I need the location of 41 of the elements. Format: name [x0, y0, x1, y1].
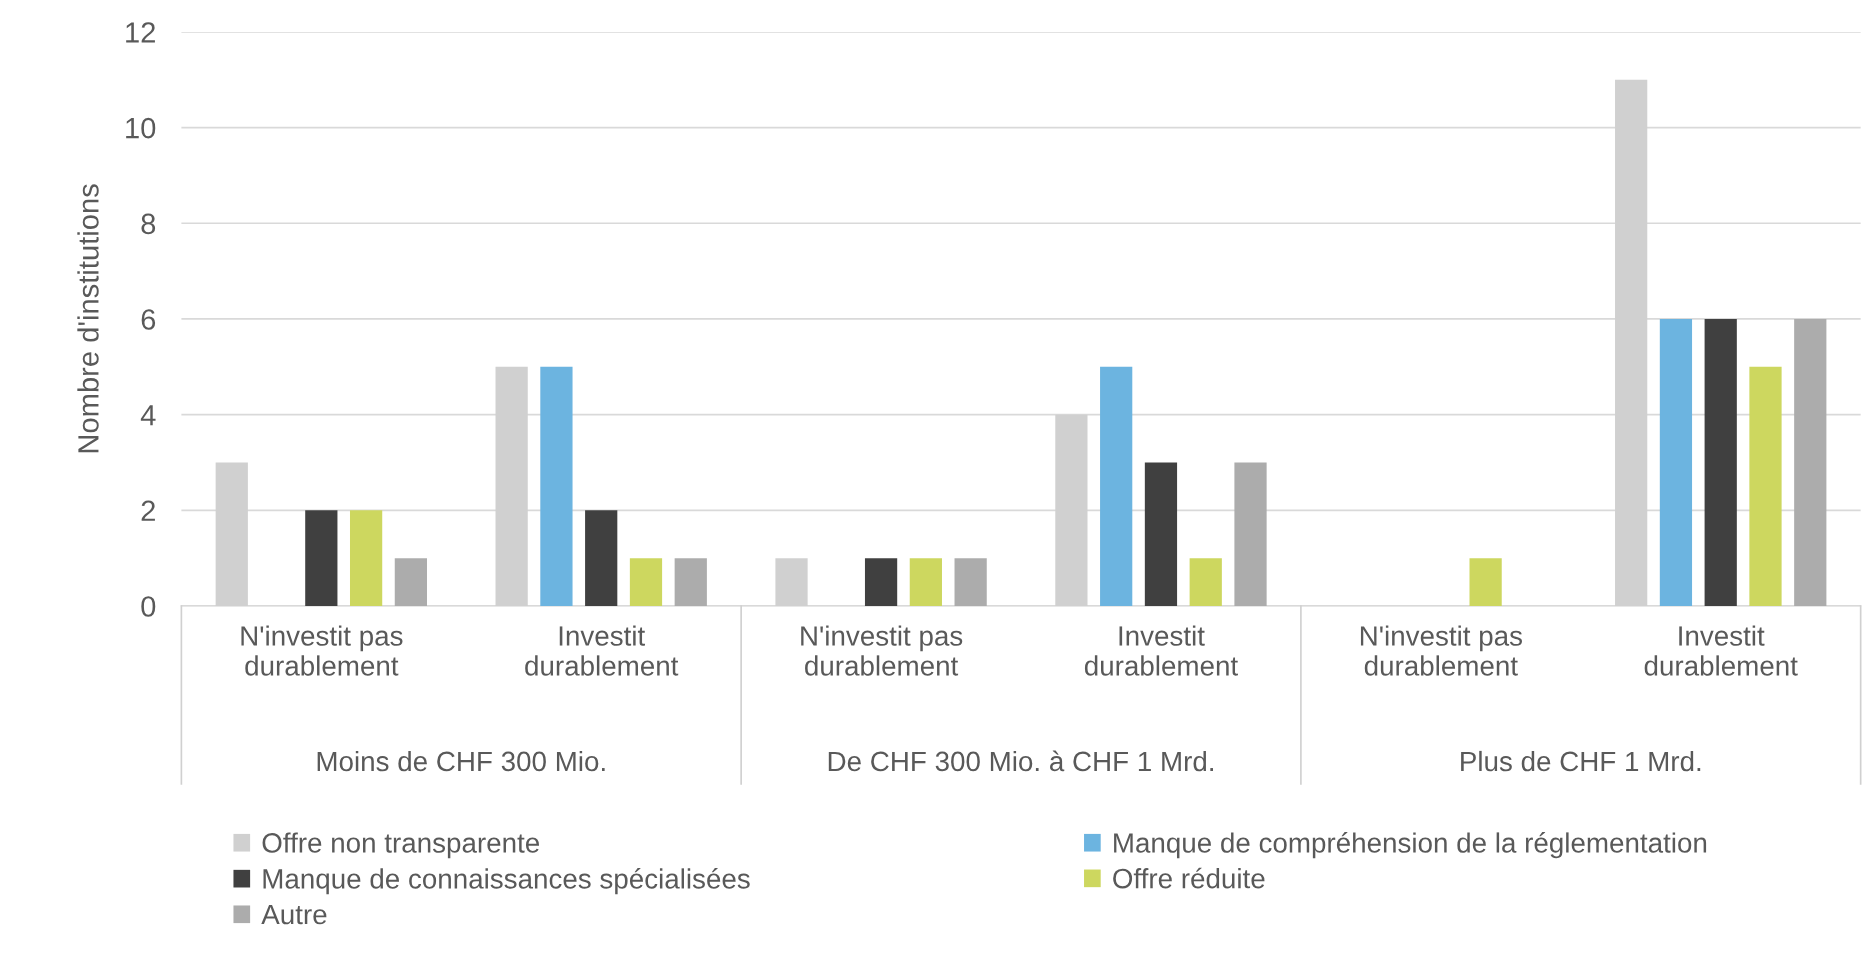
bar [1234, 462, 1267, 606]
y-tick-label: 8 [141, 213, 156, 235]
x-tick-label: Investit durablement [525, 625, 679, 676]
text: Moins de CHF 300 Mio. [317, 750, 605, 772]
legend-label: Manque de compréhension de la réglementation [1114, 832, 1707, 859]
x-tick-label: Investit durablement [1084, 625, 1238, 676]
bar [674, 558, 707, 606]
bar [394, 558, 428, 606]
bar [349, 510, 383, 606]
y-tick-label: 6 [141, 309, 156, 330]
bar [629, 558, 663, 606]
bar [1144, 462, 1178, 606]
x-tick-label: N'investit pas durablement [241, 625, 403, 676]
y-tick-label: 0 [141, 596, 156, 617]
legend-label: Manque de connaissances spécialisées [263, 868, 750, 895]
y-tick-label: 4 [140, 405, 156, 426]
bar [585, 510, 618, 606]
legend-label: Offre non transparente [262, 832, 539, 859]
bar [1100, 366, 1133, 606]
bar [305, 510, 338, 606]
bar [1189, 558, 1222, 606]
y-tick-label: 10 [126, 117, 156, 139]
bar [1704, 318, 1737, 606]
legend-label: Autre [261, 904, 327, 925]
x-tick-label: Investit durablement [1644, 625, 1798, 676]
bar [1794, 318, 1827, 606]
bar [954, 558, 987, 606]
text: Plus de CHF 1 Mrd. [1461, 750, 1701, 772]
legend-label: Offre réduite [1113, 867, 1265, 889]
bar [540, 366, 573, 606]
y-tick-label: 12 [126, 22, 155, 43]
bar [1469, 558, 1502, 606]
y-axis-title: Nombre d'institutions [77, 184, 99, 453]
bar [909, 558, 942, 606]
x-tick-label: N'investit pas durablement [801, 625, 963, 676]
bar [864, 558, 898, 606]
bar [1749, 366, 1782, 606]
bar [1659, 318, 1693, 606]
y-tick-label: 2 [141, 500, 155, 521]
text: De CHF 300 Mio. à CHF 1 Mrd. [828, 750, 1213, 772]
x-tick-label: N'investit pas durablement [1360, 625, 1522, 676]
